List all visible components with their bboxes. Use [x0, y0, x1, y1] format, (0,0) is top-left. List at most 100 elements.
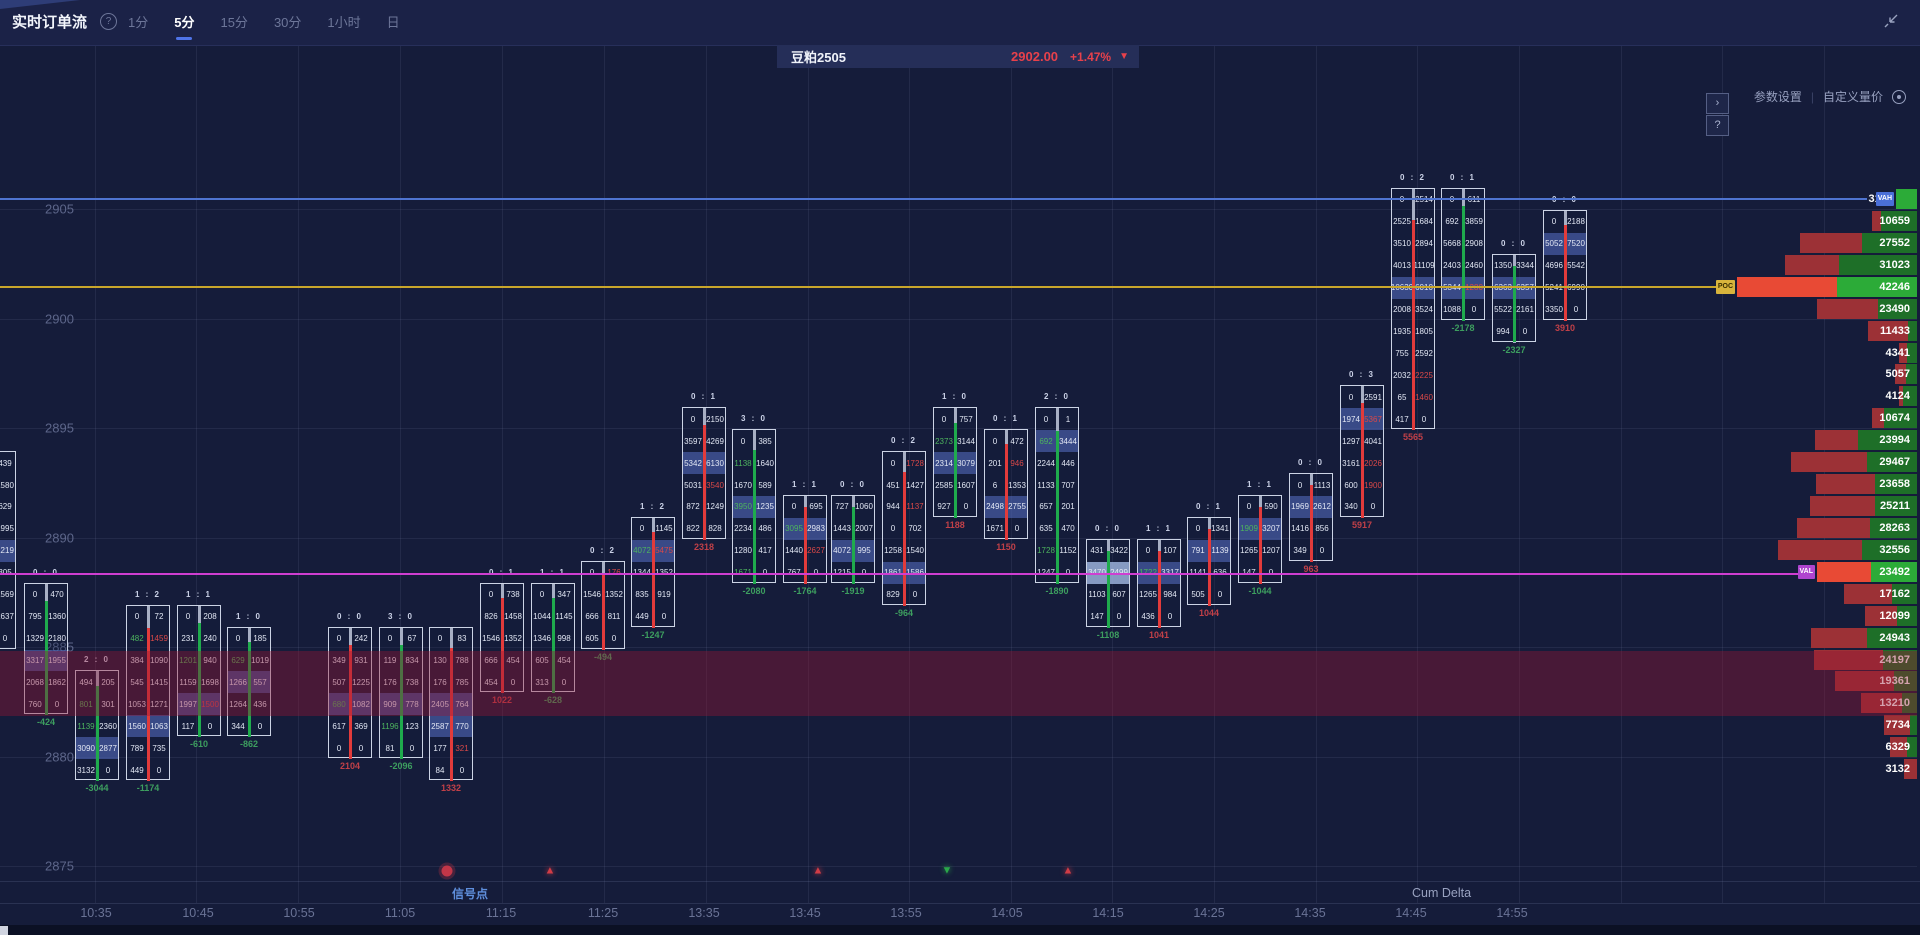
imbalance-ratio-label: 0 : 2	[589, 545, 617, 555]
corner-chip	[0, 926, 8, 935]
grid-line-horizontal	[0, 866, 1917, 867]
footprint-cell: 2983	[806, 517, 826, 540]
profile-volume-value: 29467	[1879, 456, 1910, 469]
footprint-candle: 0 757 2373 3144 2314 3079 2585 1607 927 0	[933, 407, 977, 518]
footprint-cell: 1019	[251, 655, 269, 665]
footprint-cell: 0	[1043, 414, 1049, 424]
footprint-cell: 0	[2, 634, 8, 644]
footprint-cell: 147	[1239, 562, 1259, 584]
footprint-cell: 1546	[482, 634, 500, 644]
volume-profile-row	[1884, 715, 1917, 736]
footprint-cell: 789	[130, 743, 144, 753]
chevron-down-icon[interactable]: ▼	[1119, 51, 1129, 62]
footprint-cell: 454	[484, 677, 498, 687]
tab-日[interactable]: 日	[386, 15, 400, 30]
footprint-cell: 0	[358, 743, 364, 753]
footprint-candle: 0611692385956682908240324605344128010880	[1441, 188, 1485, 321]
tab-30分[interactable]: 30分	[273, 15, 302, 30]
profile-buy-bar	[1897, 605, 1917, 626]
footprint-cell: 1159	[179, 677, 197, 687]
footprint-cell: 0	[387, 634, 393, 644]
instrument-selector[interactable]: 豆粕2505 2902.00 +1.47% ▼	[777, 45, 1139, 68]
footprint-cell: 1344	[632, 562, 652, 584]
footprint-cell: 629	[0, 502, 12, 512]
footprint-cell: 791	[1188, 539, 1208, 562]
volume-profile-row	[1844, 583, 1917, 604]
footprint-cell: 1235	[755, 496, 775, 518]
profile-sell-bar	[1835, 671, 1894, 692]
footprint-cell: 607	[1112, 590, 1126, 600]
grid-line-vertical	[1824, 45, 1825, 903]
footprint-cell: 801	[79, 699, 93, 709]
footprint-cell: 2894	[1415, 239, 1433, 249]
footprint-cell: 81	[385, 743, 395, 753]
footprint-cell: 0	[1421, 414, 1427, 424]
footprint-cell: 2360	[99, 721, 117, 731]
footprint-cell: 1671	[986, 524, 1004, 534]
gear-icon[interactable]	[1892, 89, 1906, 104]
footprint-cell: 2585	[935, 480, 953, 490]
footprint-cell: 347	[557, 590, 571, 600]
footprint-cell: 349	[1293, 546, 1307, 556]
footprint-cell: 0	[1261, 562, 1281, 584]
footprint-cell: 600	[1344, 480, 1358, 490]
tab-1小时[interactable]: 1小时	[327, 15, 361, 30]
profile-buy-bar	[1839, 254, 1917, 275]
tab-5分[interactable]: 5分	[174, 0, 194, 45]
profile-buy-bar	[1884, 408, 1917, 429]
signal-point-label[interactable]: 信号点	[451, 887, 489, 901]
footprint-cell: 0	[185, 612, 191, 622]
candle-delta-bar	[1157, 551, 1161, 628]
footprint-cell: 3524	[1415, 305, 1433, 315]
footprint-cell: 1053	[128, 699, 146, 709]
profile-volume-value: 5057	[1885, 368, 1910, 381]
custom-volprice-button[interactable]: 自定义量价	[1822, 90, 1883, 104]
footprint-candle: 069530952983144026277670	[783, 495, 827, 584]
poc-badge: POC	[1715, 279, 1735, 294]
footprint-cell: 344	[231, 721, 245, 731]
footprint-cell: 984	[1163, 590, 1177, 600]
footprint-cell: 998	[557, 634, 571, 644]
footprint-cell: 340	[1344, 502, 1358, 512]
footprint-cell: 2627	[807, 546, 825, 556]
candle-delta-label: 3910	[1554, 322, 1576, 333]
footprint-candle: 0 107 172233171265 984 436 0	[1137, 538, 1181, 628]
footprint-cell: 4072	[632, 539, 652, 562]
candle-delta-label: -2080	[742, 585, 766, 596]
collapse-icon[interactable]	[1882, 12, 1900, 30]
tab-15分[interactable]: 15分	[220, 15, 248, 30]
candle-delta-bar	[752, 450, 756, 584]
panel-expand-button[interactable]: ›	[1706, 93, 1729, 114]
footprint-cell: 1145	[555, 612, 573, 622]
help-icon[interactable]: ?	[100, 13, 117, 30]
footprint-cell: 185	[253, 634, 267, 644]
footprint-cell: 2499	[1109, 561, 1129, 584]
volume-profile-row	[1895, 364, 1917, 385]
footprint-cell: 811	[607, 612, 621, 622]
footprint-cell: 384	[130, 655, 144, 665]
footprint-cell: 0	[409, 743, 415, 753]
candle-delta-label: 2104	[339, 761, 361, 772]
time-axis-label: 10:35	[80, 906, 112, 920]
footprint-cell: 1063	[149, 715, 169, 738]
profile-sell-bar	[1815, 430, 1858, 451]
footprint-cell: 0	[561, 677, 567, 687]
profile-volume-value: 4341	[1885, 346, 1910, 359]
profile-volume-value: 12099	[1879, 609, 1910, 622]
tab-1分[interactable]: 1分	[128, 15, 149, 30]
time-axis-label: 14:35	[1294, 906, 1326, 920]
profile-buy-bar	[1862, 232, 1917, 253]
volume-profile-row	[1814, 649, 1917, 670]
footprint-cell: 1935	[1393, 327, 1411, 337]
footprint-candle: 0251425251684351028944013111091063060102…	[1391, 188, 1435, 431]
candle-delta-bar	[851, 507, 855, 584]
time-axis-label: 13:55	[890, 906, 922, 920]
imbalance-ratio-label: 1 : 0	[941, 392, 969, 402]
footprint-cell: 385	[758, 436, 772, 446]
footprint-cell: 1722	[1138, 561, 1158, 584]
time-axis-label: 14:25	[1193, 906, 1225, 920]
param-settings-button[interactable]: 参数设置	[1753, 90, 1802, 104]
footprint-cell: 2026	[1364, 458, 1382, 468]
panel-help-button[interactable]: ?	[1706, 115, 1729, 136]
candle-delta-label: 1332	[440, 783, 462, 794]
